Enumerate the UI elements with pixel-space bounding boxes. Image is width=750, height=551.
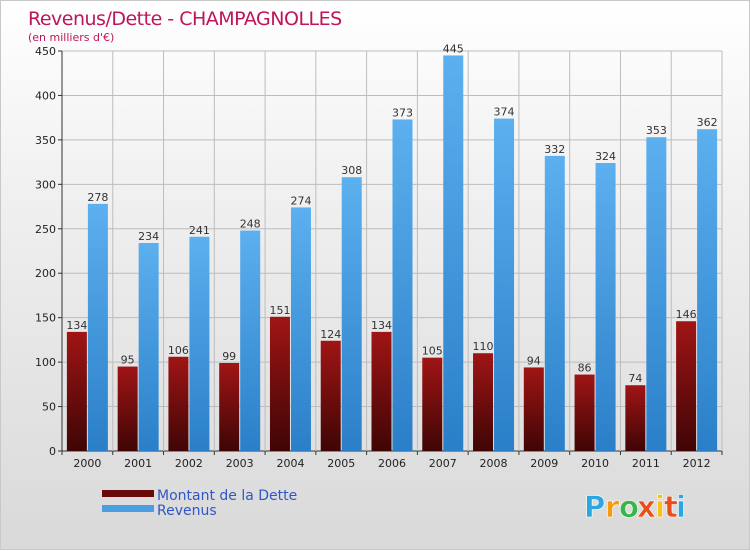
value-label: 124 — [320, 328, 341, 341]
y-tick-label: 250 — [35, 223, 56, 236]
value-label: 151 — [269, 304, 290, 317]
legend-swatch-debt — [102, 490, 154, 497]
bar-dette — [219, 363, 240, 451]
bar-revenus — [646, 137, 667, 451]
logo-letter: o — [619, 490, 639, 524]
logo-letter: r — [605, 490, 620, 524]
x-tick-label: 2001 — [124, 457, 152, 470]
value-label: 324 — [595, 150, 616, 163]
x-tick-label: 2011 — [632, 457, 660, 470]
bar-dette — [473, 353, 494, 451]
bar-revenus — [697, 129, 718, 451]
value-label: 241 — [189, 224, 210, 237]
value-label: 332 — [544, 143, 565, 156]
bar-revenus — [494, 118, 515, 452]
value-label: 110 — [473, 340, 494, 353]
y-tick-label: 300 — [35, 178, 56, 191]
value-label: 234 — [138, 230, 159, 243]
bar-revenus — [240, 230, 261, 451]
bar-dette — [422, 357, 443, 451]
value-label: 248 — [240, 218, 261, 231]
bar-revenus — [138, 243, 159, 451]
value-label: 146 — [676, 308, 697, 321]
y-tick-label: 400 — [35, 89, 56, 102]
x-tick-label: 2007 — [429, 457, 457, 470]
value-label: 353 — [646, 124, 667, 137]
value-label: 99 — [222, 350, 236, 363]
bar-revenus — [290, 207, 311, 451]
bar-dette — [371, 331, 392, 451]
value-label: 278 — [87, 191, 108, 204]
logo-letter: i — [655, 490, 665, 524]
bar-dette — [320, 340, 341, 451]
value-label: 94 — [527, 354, 541, 367]
bar-dette — [676, 321, 697, 451]
value-label: 106 — [168, 344, 189, 357]
y-tick-label: 450 — [35, 45, 56, 58]
bar-dette — [523, 367, 544, 451]
chart-subtitle: (en milliers d'€) — [28, 31, 114, 44]
x-tick-label: 2004 — [276, 457, 304, 470]
x-tick-label: 2002 — [175, 457, 203, 470]
x-tick-label: 2008 — [480, 457, 508, 470]
bar-dette — [269, 316, 290, 451]
chart-title: Revenus/Dette - CHAMPAGNOLLES — [28, 8, 342, 30]
y-tick-label: 50 — [42, 401, 56, 414]
value-label: 74 — [628, 372, 642, 385]
legend-label-revenus: Revenus — [157, 503, 217, 519]
bar-revenus — [544, 155, 565, 451]
value-label: 308 — [341, 164, 362, 177]
x-tick-label: 2009 — [530, 457, 558, 470]
bar-dette — [574, 374, 595, 451]
bar-revenus — [443, 55, 464, 451]
logo-letter: t — [664, 490, 678, 524]
value-label: 134 — [371, 319, 392, 332]
legend: Montant de la Dette Revenus — [102, 488, 297, 519]
legend-swatch-revenus — [102, 505, 154, 512]
y-tick-label: 350 — [35, 134, 56, 147]
logo-letter: P — [584, 490, 605, 524]
x-tick-label: 2005 — [327, 457, 355, 470]
y-tick-label: 200 — [35, 267, 56, 280]
value-label: 362 — [697, 116, 718, 129]
bar-revenus — [595, 163, 616, 451]
value-label: 445 — [443, 42, 464, 55]
value-label: 134 — [66, 319, 87, 332]
bar-dette — [117, 366, 138, 451]
y-tick-label: 100 — [35, 356, 56, 369]
legend-label-debt: Montant de la Dette — [157, 488, 297, 504]
y-tick-label: 0 — [49, 445, 56, 458]
bar-revenus — [392, 119, 413, 451]
bar-dette — [625, 385, 646, 451]
bar-dette — [66, 331, 87, 451]
axes: 0 50 100 150 200 250 300 350 400 450 2000 2001 2002 2… — [35, 45, 723, 470]
value-label: 105 — [422, 345, 443, 358]
value-label: 86 — [578, 362, 592, 375]
logo-letter: i — [676, 490, 686, 524]
data-labels: 134 95 106 99 151 124 134 105 110 94 86 74 146 278 234… — [66, 42, 717, 385]
bar-revenus — [87, 203, 108, 451]
bars — [66, 55, 718, 452]
x-tick-label: 2000 — [73, 457, 101, 470]
logo-letter: x — [637, 490, 656, 524]
value-label: 373 — [392, 106, 413, 119]
x-tick-label: 2010 — [581, 457, 609, 470]
x-tick-label: 2006 — [378, 457, 406, 470]
value-label: 95 — [121, 354, 135, 367]
value-label: 374 — [494, 106, 515, 119]
bar-dette — [168, 356, 189, 451]
y-tick-label: 150 — [35, 312, 56, 325]
value-label: 274 — [290, 194, 311, 207]
bar-revenus — [341, 177, 362, 451]
bar-revenus — [189, 236, 210, 451]
x-tick-label: 2012 — [683, 457, 711, 470]
x-tick-label: 2003 — [226, 457, 254, 470]
